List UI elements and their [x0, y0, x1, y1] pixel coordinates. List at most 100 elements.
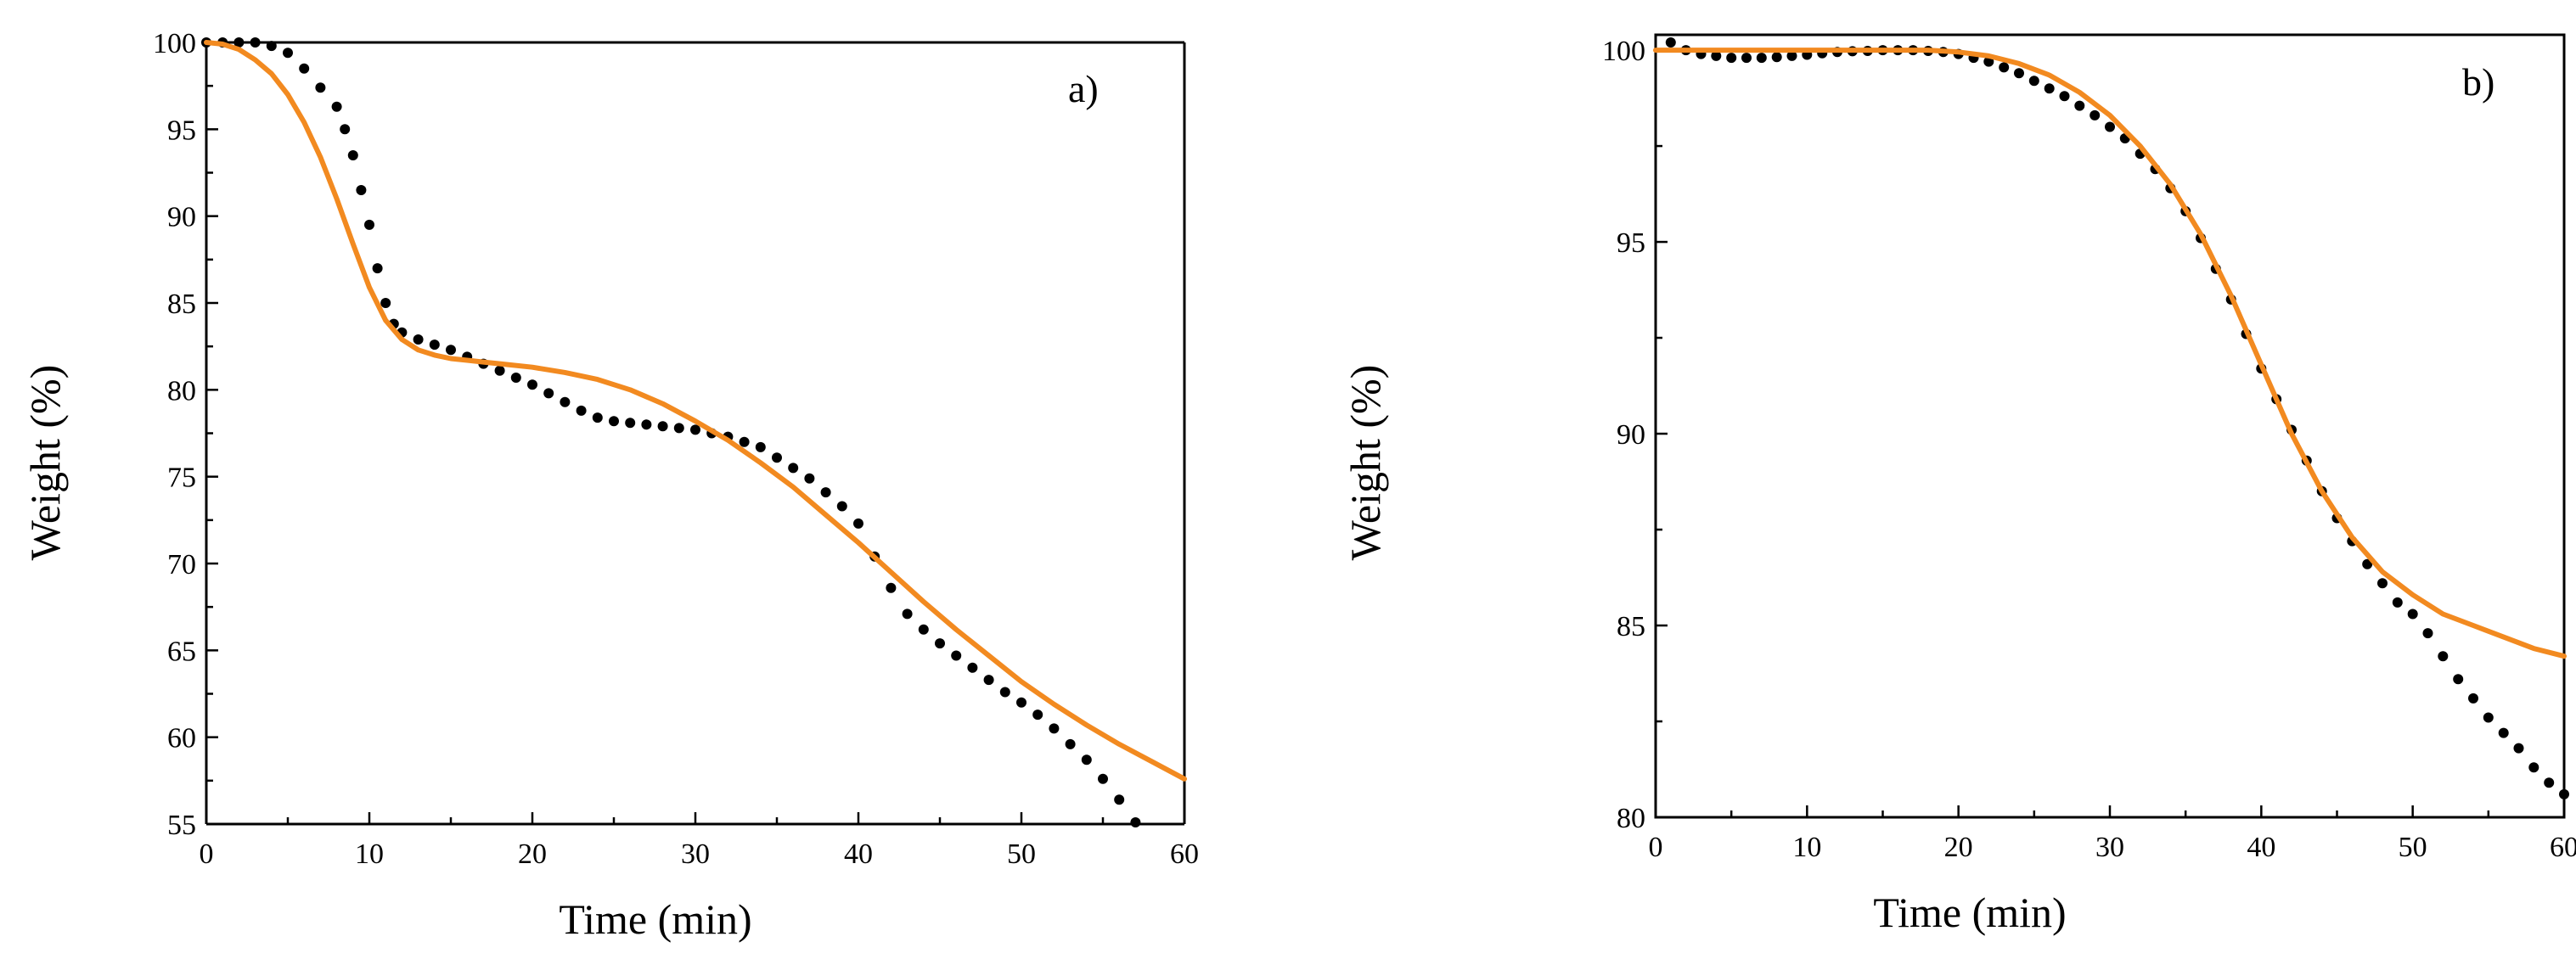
- y-axis-title-b: Weight (%): [1341, 365, 1389, 561]
- data-point-a: [413, 334, 424, 345]
- data-point-a: [886, 582, 897, 593]
- fit-line-b: [1653, 48, 2567, 659]
- data-point-a: [331, 101, 342, 112]
- chart-panel-a: 0 10 20 30 40 50 60 55 60 65 70 75 80 85 90 95 100 a) Ti…: [21, 28, 1199, 943]
- data-point-a: [1016, 697, 1026, 708]
- data-point-a: [266, 41, 277, 52]
- data-point-a: [755, 441, 766, 452]
- y-tick-label-b: 85: [1617, 611, 1645, 642]
- data-point-b: [2089, 109, 2101, 121]
- x-axis-title-b: Time (min): [1873, 889, 2066, 936]
- data-point-b: [2014, 68, 2024, 79]
- data-point-a: [999, 687, 1010, 698]
- data-point-a: [690, 424, 700, 435]
- y-tick-label-a: 80: [167, 375, 196, 407]
- data-point-a: [1032, 709, 1043, 721]
- data-point-a: [356, 185, 367, 195]
- data-point-a: [918, 624, 929, 635]
- y-tick-label-a: 60: [167, 723, 196, 754]
- data-point-a: [1114, 794, 1125, 805]
- data-point-a: [1081, 754, 1092, 766]
- y-tick-label-a: 85: [167, 289, 196, 320]
- y-tick-label-a: 65: [167, 636, 196, 667]
- data-point-b: [1665, 37, 1676, 48]
- x-tick-label-b: 30: [2095, 832, 2124, 863]
- x-tick-label-b: 40: [2247, 832, 2275, 863]
- data-point-a: [347, 150, 358, 160]
- data-point-b: [1711, 50, 1722, 61]
- data-point-b: [2362, 558, 2373, 569]
- data-point-a: [788, 463, 799, 474]
- data-point-a: [233, 37, 245, 48]
- data-point-b: [2498, 727, 2509, 738]
- x-tick-label-a: 10: [355, 838, 384, 870]
- data-point-a: [446, 345, 456, 356]
- data-point-a: [836, 501, 847, 512]
- data-point-b: [1999, 62, 2010, 73]
- data-point-a: [983, 675, 994, 686]
- fit-line-a: [204, 40, 1187, 782]
- data-point-b: [2407, 608, 2418, 620]
- data-point-b: [2074, 100, 2085, 111]
- data-point-a: [250, 37, 261, 48]
- data-point-a: [641, 419, 652, 430]
- y-tick-label-b: 90: [1617, 419, 1645, 451]
- x-tick-label-b: 20: [1944, 832, 1973, 863]
- data-point-a: [429, 339, 440, 351]
- data-point-a: [527, 379, 537, 390]
- chart-panel-b: 0 10 20 30 40 50 60 80 85 90 95 100 b) Time (min) W…: [1341, 33, 2576, 936]
- x-tick-label-a: 20: [518, 838, 547, 870]
- plot-frame-b: [1654, 33, 2566, 819]
- data-point-b: [1771, 52, 1782, 63]
- data-point-a: [1049, 723, 1060, 734]
- y-axis-title-a: Weight (%): [21, 365, 69, 561]
- data-point-a: [340, 124, 351, 135]
- y-tick-label-a: 70: [167, 549, 196, 580]
- y-tick-label-a: 75: [167, 463, 196, 494]
- data-point-b: [2105, 121, 2115, 132]
- x-tick-label-a: 0: [200, 838, 214, 870]
- data-point-a: [902, 608, 913, 620]
- data-point-b: [2044, 83, 2055, 94]
- data-point-b: [1726, 53, 1737, 64]
- y-tick-label-b: 100: [1602, 36, 1645, 67]
- data-point-a: [772, 452, 782, 463]
- data-point-a: [543, 388, 554, 399]
- data-point-a: [951, 650, 962, 661]
- panel-label-b: b): [2462, 60, 2494, 104]
- x-tick-label-a: 60: [1170, 838, 1199, 870]
- data-point-a: [1098, 773, 1108, 784]
- data-point-a: [592, 412, 603, 423]
- data-point-a: [380, 298, 391, 308]
- data-point-a: [1130, 817, 1141, 827]
- x-tick-label-a: 40: [844, 838, 873, 870]
- y-tick-label-a: 90: [167, 202, 196, 233]
- data-point-b: [2483, 712, 2494, 723]
- data-point-a: [1065, 738, 1076, 749]
- data-point-a: [935, 638, 945, 649]
- data-point-a: [820, 487, 831, 498]
- x-tick-label-b: 0: [1649, 832, 1663, 863]
- data-point-a: [364, 219, 374, 230]
- data-point-b: [2559, 788, 2569, 799]
- y-tick-label-a: 95: [167, 115, 196, 146]
- data-point-b: [2528, 762, 2539, 773]
- data-point-b: [2468, 693, 2478, 704]
- data-point-a: [299, 63, 310, 74]
- data-point-a: [576, 405, 587, 416]
- data-point-a: [494, 365, 505, 376]
- data-point-b: [1786, 50, 1797, 61]
- data-point-a: [804, 473, 815, 484]
- data-point-b: [2377, 578, 2388, 589]
- x-tick-label-b: 50: [2399, 832, 2427, 863]
- data-point-a: [372, 263, 383, 274]
- data-point-a: [315, 82, 326, 93]
- y-tick-label-a: 55: [167, 810, 196, 841]
- data-point-a: [560, 396, 571, 407]
- data-point-b: [2422, 628, 2433, 639]
- data-point-a: [283, 48, 293, 59]
- data-point-b: [2513, 743, 2524, 754]
- data-point-a: [967, 662, 978, 673]
- data-point-a: [609, 416, 619, 427]
